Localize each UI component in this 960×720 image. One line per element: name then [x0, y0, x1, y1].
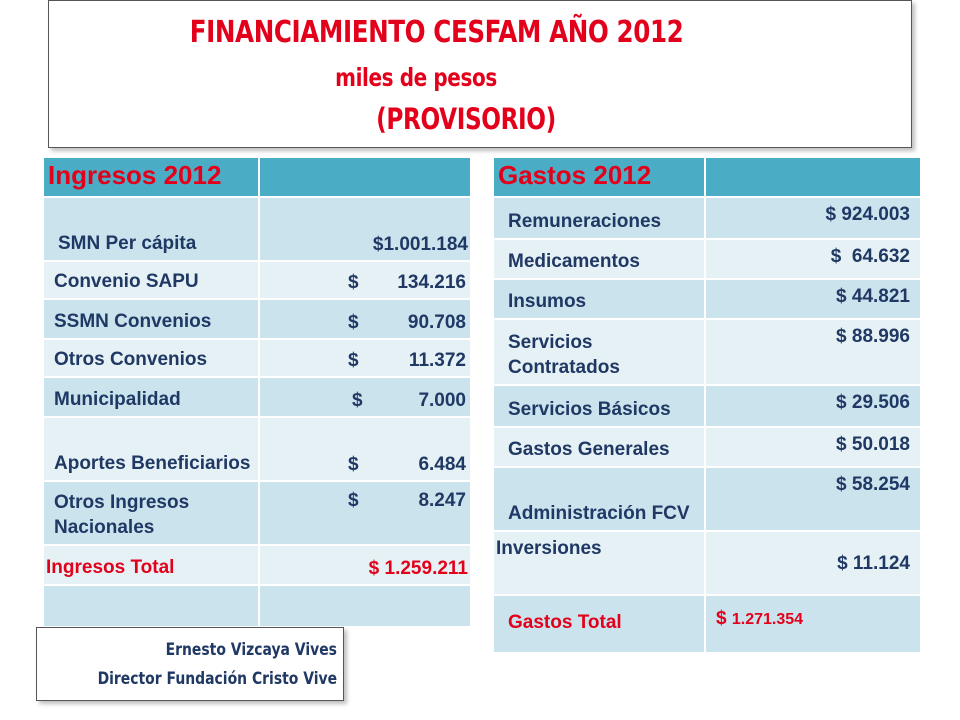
- row-label: Medicamentos: [492, 238, 706, 281]
- row-value: 134.216: [397, 272, 466, 294]
- row-value: 90.708: [407, 312, 466, 334]
- table-row: Aportes Beneficiarios $6.484: [42, 416, 472, 483]
- row-label: Administración FCV: [492, 466, 706, 533]
- title-box: FINANCIAMIENTO CESFAM AÑO 2012 miles de …: [48, 0, 912, 148]
- row-value: 6.484: [418, 454, 466, 476]
- currency-symbol: $: [352, 390, 363, 412]
- table-row: Convenio SAPU $134.216: [42, 260, 472, 301]
- table-row: Administración FCV $ 58.254: [492, 466, 922, 533]
- ingresos-header-row: Ingresos 2012: [42, 155, 472, 199]
- gastos-total-prefix: $: [716, 608, 727, 630]
- currency-symbol: $: [348, 490, 359, 512]
- row-label: Insumos: [492, 278, 706, 321]
- currency-symbol: $: [348, 312, 359, 334]
- empty-row: [42, 584, 472, 629]
- gastos-header: Gastos 2012: [492, 155, 706, 199]
- gastos-table: Gastos 2012 Remuneraciones $ 924.003 Med…: [492, 155, 922, 655]
- row-value: $ 50.018: [704, 426, 922, 469]
- gastos-total-label: Gastos Total: [492, 594, 706, 655]
- row-label: Inversiones: [492, 530, 706, 597]
- currency-symbol: $: [348, 350, 359, 372]
- row-label: Otros Convenios: [42, 338, 260, 379]
- gastos-header-row: Gastos 2012: [492, 155, 922, 199]
- row-value: $ 29.506: [704, 384, 922, 429]
- subtitle-provisional: (PROVISORIO): [376, 102, 556, 136]
- empty-cell: [258, 584, 472, 629]
- row-label: SSMN Convenios: [42, 298, 260, 341]
- currency-symbol: $: [348, 454, 359, 476]
- gastos-header-empty: [704, 155, 922, 199]
- currency-symbol: $: [348, 272, 359, 294]
- row-value: $ 88.996: [704, 318, 922, 387]
- total-row: Ingresos Total $ 1.259.211: [42, 544, 472, 587]
- table-row: Remuneraciones $ 924.003: [492, 196, 922, 241]
- table-row: Otros Ingresos Nacionales $8.247: [42, 480, 472, 547]
- table-row: Servicios Básicos $ 29.506: [492, 384, 922, 429]
- signature-name: Ernesto Vizcaya Vives: [165, 640, 337, 660]
- row-value: 11.372: [408, 350, 466, 372]
- ingresos-total-label: Ingresos Total: [42, 544, 260, 587]
- subtitle-units: miles de pesos: [335, 63, 497, 92]
- signature-role: Director Fundación Cristo Vive: [97, 669, 337, 689]
- row-label: Servicios Contratados: [492, 318, 706, 387]
- row-value: 7.000: [418, 390, 466, 412]
- row-label: Remuneraciones: [492, 196, 706, 241]
- row-label: Aportes Beneficiarios: [42, 416, 260, 483]
- signature-box: Ernesto Vizcaya Vives Director Fundación…: [36, 627, 344, 701]
- table-row: Municipalidad $7.000: [42, 376, 472, 419]
- row-value: $ 11.124: [704, 530, 922, 597]
- ingresos-header: Ingresos 2012: [42, 155, 260, 199]
- row-value: $ 64.632: [704, 238, 922, 281]
- row-value: $ 924.003: [704, 196, 922, 241]
- ingresos-total-value: $ 1.259.211: [258, 544, 472, 587]
- total-row: Gastos Total $ 1.271.354: [492, 594, 922, 655]
- table-row: Otros Convenios $11.372: [42, 338, 472, 379]
- row-label: Servicios Básicos: [492, 384, 706, 429]
- table-row: Gastos Generales $ 50.018: [492, 426, 922, 469]
- ingresos-table: Ingresos 2012 SMN Per cápita $1.001.184 …: [42, 155, 472, 629]
- row-value: $ 44.821: [704, 278, 922, 321]
- row-label: Otros Ingresos Nacionales: [42, 480, 260, 547]
- table-row: Inversiones $ 11.124: [492, 530, 922, 597]
- row-value: $ 58.254: [704, 466, 922, 533]
- row-label: Convenio SAPU: [42, 260, 260, 301]
- ingresos-header-empty: [258, 155, 472, 199]
- gastos-total-value: 1.271.354: [731, 611, 804, 629]
- row-value: 8.247: [418, 490, 466, 512]
- main-title: FINANCIAMIENTO CESFAM AÑO 2012: [189, 15, 684, 50]
- table-row: Servicios Contratados $ 88.996: [492, 318, 922, 387]
- table-row: Insumos $ 44.821: [492, 278, 922, 321]
- row-value: $1.001.184: [258, 196, 472, 263]
- empty-cell: [42, 584, 260, 629]
- table-row: SSMN Convenios $90.708: [42, 298, 472, 341]
- row-label: Gastos Generales: [492, 426, 706, 469]
- row-label: SMN Per cápita: [42, 196, 260, 263]
- row-label: Municipalidad: [42, 376, 260, 419]
- table-row: SMN Per cápita $1.001.184: [42, 196, 472, 263]
- table-row: Medicamentos $ 64.632: [492, 238, 922, 281]
